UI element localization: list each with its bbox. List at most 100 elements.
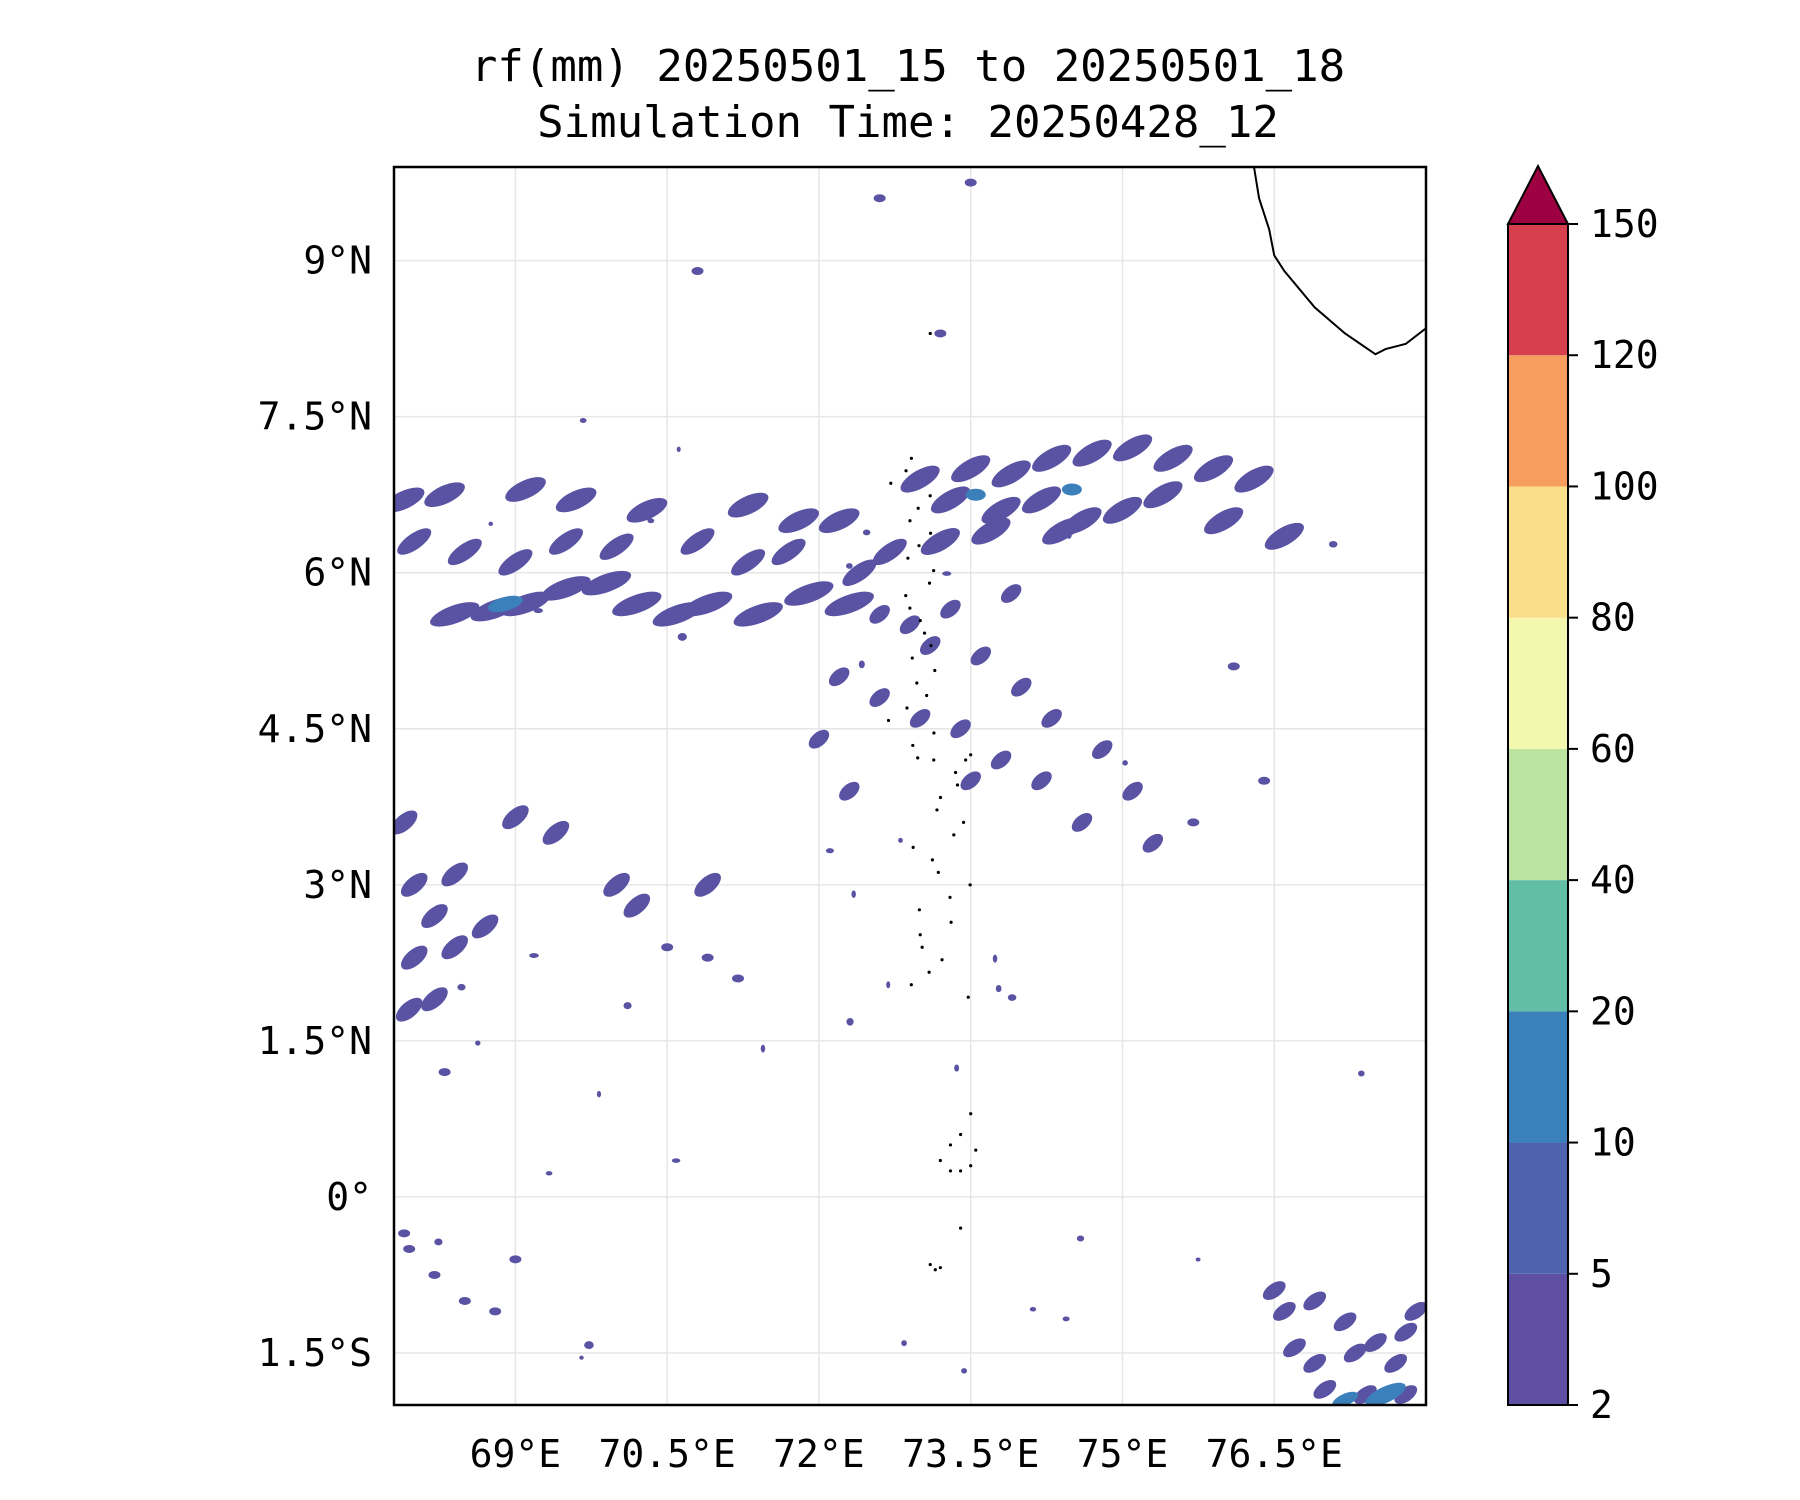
island-dot (916, 506, 920, 510)
y-tick-label: 6°N (303, 551, 372, 595)
rain-patch (818, 508, 860, 534)
rain-patch (899, 615, 921, 635)
rain-patch (1262, 1281, 1286, 1300)
rain-patch (1343, 1343, 1367, 1363)
y-tick-label: 9°N (303, 239, 372, 283)
rain-patch (676, 446, 681, 453)
rain-patch (1041, 708, 1062, 728)
coastline (886, 167, 1426, 1272)
island-dot (961, 820, 966, 825)
rain-patch (900, 465, 940, 493)
rain-patch (920, 528, 960, 556)
rainfall-field (394, 178, 1426, 1405)
rain-patch (970, 646, 992, 666)
rain-patch (1258, 776, 1271, 785)
island-dot (964, 758, 968, 762)
rain-patch (1153, 444, 1193, 472)
rain-patch (1113, 434, 1153, 462)
rain-patch (1143, 481, 1183, 509)
island-dot (938, 1266, 942, 1270)
rain-patch (960, 771, 981, 791)
rain-patch (1195, 1257, 1201, 1262)
rain-patch (691, 267, 704, 276)
rain-patch (1032, 444, 1072, 472)
rain-patch (1204, 507, 1244, 535)
rain-patch (400, 872, 428, 897)
rain-patch (458, 1296, 471, 1305)
rain-patch (1042, 517, 1082, 545)
rain-patch (545, 1171, 553, 1176)
rain-patch (995, 985, 1002, 993)
island-dot (911, 743, 915, 748)
rain-patch (869, 604, 890, 624)
rain-patch (623, 1002, 632, 1010)
rain-patch (421, 987, 448, 1012)
rain-patch (846, 563, 853, 569)
rain-patch (930, 486, 971, 514)
india-coastline (1253, 167, 1426, 356)
rain-patch (828, 667, 850, 687)
rain-patch (1303, 1291, 1327, 1311)
island-dot (933, 668, 937, 673)
colorbar-segment (1508, 1273, 1568, 1405)
rain-patch (1264, 522, 1304, 550)
rain-patch (428, 1270, 441, 1279)
rain-patch (671, 1158, 681, 1163)
rain-patch (778, 508, 820, 534)
rain-patch (842, 559, 877, 586)
island-dot (908, 606, 912, 610)
rain-patch (612, 591, 662, 617)
rain-patch (398, 1229, 411, 1238)
rain-patch (475, 1040, 481, 1046)
island-dot (935, 808, 939, 812)
island-dot (909, 983, 913, 987)
colorbar-segment (1508, 224, 1568, 356)
colorbar-tick-label: 20 (1590, 989, 1636, 1033)
island-dot (909, 456, 914, 460)
rain-patch (680, 528, 715, 555)
rain-patch (421, 904, 448, 929)
rain-patch (839, 781, 860, 801)
island-dot (955, 783, 960, 787)
island-dot (938, 1158, 942, 1163)
island-dot (904, 469, 908, 473)
rain-patch (502, 805, 529, 830)
rain-patch (731, 549, 766, 576)
rain-patch (1029, 1307, 1037, 1312)
rain-patch (1227, 662, 1240, 671)
rain-patch (500, 591, 551, 617)
colorbar-segment (1508, 748, 1568, 881)
x-axis-ticks: 69°E 70.5°E 72°E 73.5°E 75°E 76.5°E (470, 1432, 1343, 1476)
rain-patch (1011, 677, 1032, 697)
rain-patch (942, 571, 952, 576)
colorbar-frame (1507, 223, 1569, 1406)
rain-patch (981, 496, 1021, 524)
rain-patch (824, 591, 874, 617)
island-dot (886, 718, 891, 723)
rain-patch (400, 945, 428, 970)
rain-patch (677, 632, 687, 641)
island-dot (928, 1262, 932, 1267)
rain-patch (397, 528, 432, 555)
rain-patch (626, 497, 668, 523)
rain-patch (825, 848, 834, 854)
y-tick-label: 4.5°N (258, 707, 372, 751)
island-dot (918, 618, 922, 623)
rain-patch (1021, 486, 1062, 514)
island-dot (910, 656, 914, 660)
island-dot (932, 569, 936, 573)
rain-patch (694, 872, 721, 897)
island-dot (953, 770, 958, 775)
rain-patch (1000, 584, 1022, 603)
island-dot (905, 706, 909, 710)
colorbar-segment (1508, 1142, 1568, 1274)
rain-patch (498, 549, 533, 576)
rain-patch (395, 997, 423, 1022)
colorbar: 2 5 10 20 40 60 80 100 120 150 (1506, 163, 1659, 1427)
rain-patch (992, 954, 998, 963)
rain-patch (603, 872, 630, 897)
rain-patch (1328, 540, 1338, 548)
island-dot (948, 1169, 953, 1173)
rain-patch (1076, 1235, 1085, 1242)
